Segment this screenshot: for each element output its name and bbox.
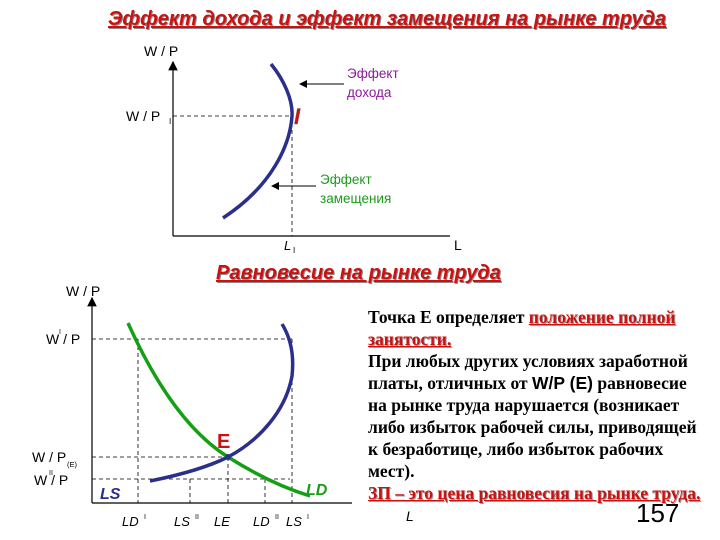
point-i-label: I <box>294 104 301 129</box>
top-y-axis-label: W / P <box>144 43 178 59</box>
top-x-axis-label: L <box>454 237 462 253</box>
top-l-tick-sub: I <box>293 246 295 255</box>
tick-ls1: LS <box>286 514 302 529</box>
bottom-x-axis-label: L <box>406 508 414 524</box>
tick-ld1-sup: I <box>144 514 146 521</box>
wp-low-sup: II <box>49 470 53 477</box>
tick-ld2-sup: II <box>275 514 279 521</box>
tick-ld1: LD <box>122 514 139 529</box>
p1-highlight: положение полной занятости. <box>368 307 676 349</box>
equilibrium-point <box>225 454 231 460</box>
wp-high-sup: I <box>59 329 61 336</box>
explanation-text: Точка Е определяет положение полной заня… <box>368 306 708 504</box>
labor-supply-curve <box>149 323 295 483</box>
p2-text-b: равновесие на рынке труда нарушается (во… <box>368 373 697 481</box>
ls-curve-label: LS <box>100 486 121 503</box>
top-title: Эффект дохода и эффект замещения на рынк… <box>108 8 667 30</box>
wp-eq-label: W / P <box>32 449 66 465</box>
substitution-effect-label-2: замещения <box>320 191 391 206</box>
tick-ls2: LS <box>174 514 190 529</box>
substitution-effect-label: Эффект <box>320 172 372 187</box>
point-e-label: E <box>217 431 230 453</box>
tick-ld2: LD <box>253 514 270 529</box>
bottom-title: Равновесие на рынке труда <box>216 262 501 284</box>
wp-high-label: W / P <box>46 331 80 347</box>
ld-curve-label: LD <box>306 482 328 499</box>
bottom-y-axis-label: W / P <box>66 283 100 299</box>
top-l-tick: L <box>284 238 291 253</box>
income-effect-label: Эффект <box>347 66 399 81</box>
income-effect-label-2: дохода <box>347 85 392 100</box>
labor-demand-curve <box>126 322 311 498</box>
tick-ls2-sup: II <box>195 514 199 521</box>
page-number: 157 <box>636 498 680 528</box>
paragraph-2: При любых других условиях заработной пла… <box>368 350 708 482</box>
paragraph-1: Точка Е определяет положение полной заня… <box>368 306 708 350</box>
wp-eq-sub: (E) <box>67 460 78 469</box>
top-diagram: W / P L W / P I L I I Эффект дохода Эффе… <box>126 43 462 255</box>
bottom-diagram: W / P L W / P I W / P (E) W / P II E LS … <box>32 283 414 529</box>
p2-text-a: При любых других условиях заработной пла… <box>368 351 688 393</box>
tick-ls1-sup: I <box>307 514 309 521</box>
p2-wp-term: W/P (E) <box>532 373 593 393</box>
wp-low-label: W / P <box>34 472 68 488</box>
tick-le: LE <box>214 514 230 529</box>
p3-highlight: ЗП – это цена равновесия на рынке труда. <box>368 483 701 503</box>
p1-text: Точка Е определяет <box>368 307 529 327</box>
top-wp-tick-sub: I <box>169 117 171 126</box>
paragraph-3: ЗП – это цена равновесия на рынке труда. <box>368 482 708 504</box>
backward-bending-supply-curve <box>222 62 294 220</box>
top-wp-tick: W / P <box>126 108 160 124</box>
